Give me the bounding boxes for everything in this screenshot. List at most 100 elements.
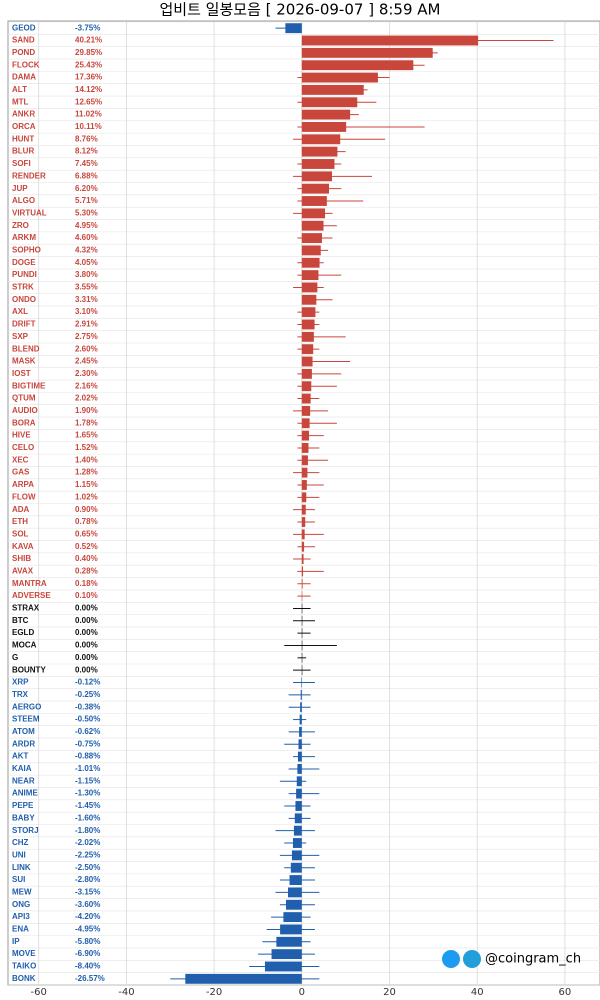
bar <box>301 628 303 639</box>
value-label: 11.02% <box>75 110 102 119</box>
bar <box>301 294 317 305</box>
category-label: AERGO <box>12 702 41 711</box>
bar <box>301 504 306 515</box>
category-label: ARKM <box>12 233 36 242</box>
value-label: -0.25% <box>75 690 100 699</box>
value-label: 0.10% <box>75 591 98 600</box>
category-label: SOL <box>12 529 29 538</box>
category-label: KAVA <box>12 542 34 551</box>
value-label: 6.20% <box>75 184 98 193</box>
category-label: UNI <box>12 850 26 859</box>
category-label: ADA <box>12 505 30 514</box>
bar <box>289 875 302 885</box>
category-label: BONK <box>12 974 36 983</box>
bar <box>294 813 302 824</box>
bar <box>301 492 307 503</box>
value-label: 1.40% <box>75 455 98 464</box>
value-label: 1.02% <box>75 492 98 501</box>
x-tick-label: 20 <box>383 987 396 998</box>
value-label: 2.30% <box>75 369 98 378</box>
value-label: 1.65% <box>75 431 98 440</box>
value-label: 4.05% <box>75 258 98 267</box>
category-label: ARPA <box>12 480 34 489</box>
bar <box>301 220 324 231</box>
category-label: KAIA <box>12 764 32 773</box>
category-label: STRAX <box>12 604 40 613</box>
value-label: 4.95% <box>75 221 98 230</box>
category-label: CHZ <box>12 838 29 847</box>
category-label: RENDER <box>12 171 46 180</box>
category-label: LINK <box>12 863 31 872</box>
bar <box>300 702 302 713</box>
bar <box>297 751 302 762</box>
value-label: 3.80% <box>75 270 98 279</box>
category-label: SAND <box>12 36 35 45</box>
bar <box>283 912 302 923</box>
category-label: GEOD <box>12 23 36 32</box>
value-label: 29.85% <box>75 48 102 57</box>
value-label: -1.15% <box>75 776 100 785</box>
category-label: DAMA <box>12 73 36 82</box>
bar <box>301 35 479 46</box>
category-label: ONG <box>12 900 30 909</box>
value-label: 2.60% <box>75 344 98 353</box>
category-label: ATOM <box>12 727 35 736</box>
value-label: 12.65% <box>75 97 102 106</box>
value-label: -3.15% <box>75 888 100 897</box>
category-label: BORA <box>12 418 36 427</box>
bar <box>301 665 303 676</box>
category-label: BIGTIME <box>12 381 46 390</box>
bar <box>301 171 332 182</box>
bar <box>301 208 326 219</box>
bar <box>301 122 347 132</box>
category-label: DOGE <box>12 258 36 267</box>
value-label: 3.31% <box>75 295 98 304</box>
value-label: 0.00% <box>75 604 98 613</box>
bar <box>271 949 302 960</box>
bar <box>301 541 305 552</box>
category-label: POND <box>12 48 35 57</box>
category-label: ONDO <box>12 295 36 304</box>
value-label: -1.80% <box>75 826 100 835</box>
value-label: 14.12% <box>75 85 102 94</box>
category-label: JUP <box>12 184 28 193</box>
bar <box>280 924 302 935</box>
bar <box>296 776 302 787</box>
twitter-icon <box>442 950 460 968</box>
x-tick-label: 40 <box>471 987 484 998</box>
category-label: AXL <box>12 307 28 316</box>
bar <box>301 356 313 367</box>
value-label: 2.16% <box>75 381 98 390</box>
category-label: ENA <box>12 925 29 934</box>
bar <box>301 443 309 453</box>
value-label: 40.21% <box>75 36 102 45</box>
watermark-text: @coingram_ch <box>485 952 581 967</box>
category-label: BOUNTY <box>12 665 46 674</box>
value-label: 2.75% <box>75 332 98 341</box>
bar <box>301 517 306 527</box>
value-label: 1.28% <box>75 468 98 477</box>
value-label: 8.76% <box>75 134 98 143</box>
value-label: -0.38% <box>75 702 100 711</box>
value-label: 0.65% <box>75 529 98 538</box>
value-label: -4.20% <box>75 912 100 921</box>
category-label: VIRTUAL <box>12 208 47 217</box>
bar <box>287 887 302 898</box>
category-label: IP <box>12 937 20 946</box>
bar <box>301 109 351 120</box>
value-label: 6.88% <box>75 171 98 180</box>
category-label: PEPE <box>12 801 34 810</box>
category-label: IOST <box>12 369 31 378</box>
category-label: STORJ <box>12 826 39 835</box>
category-label: XEC <box>12 455 29 464</box>
value-label: -3.75% <box>75 23 100 32</box>
bar <box>298 739 302 750</box>
value-label: 0.52% <box>75 542 98 551</box>
category-label: MASK <box>12 357 36 366</box>
value-label: 3.55% <box>75 283 98 292</box>
value-label: 1.52% <box>75 443 98 452</box>
value-label: -4.95% <box>75 925 100 934</box>
category-label: ORCA <box>12 122 36 131</box>
bar <box>301 455 308 466</box>
bar <box>301 307 316 318</box>
